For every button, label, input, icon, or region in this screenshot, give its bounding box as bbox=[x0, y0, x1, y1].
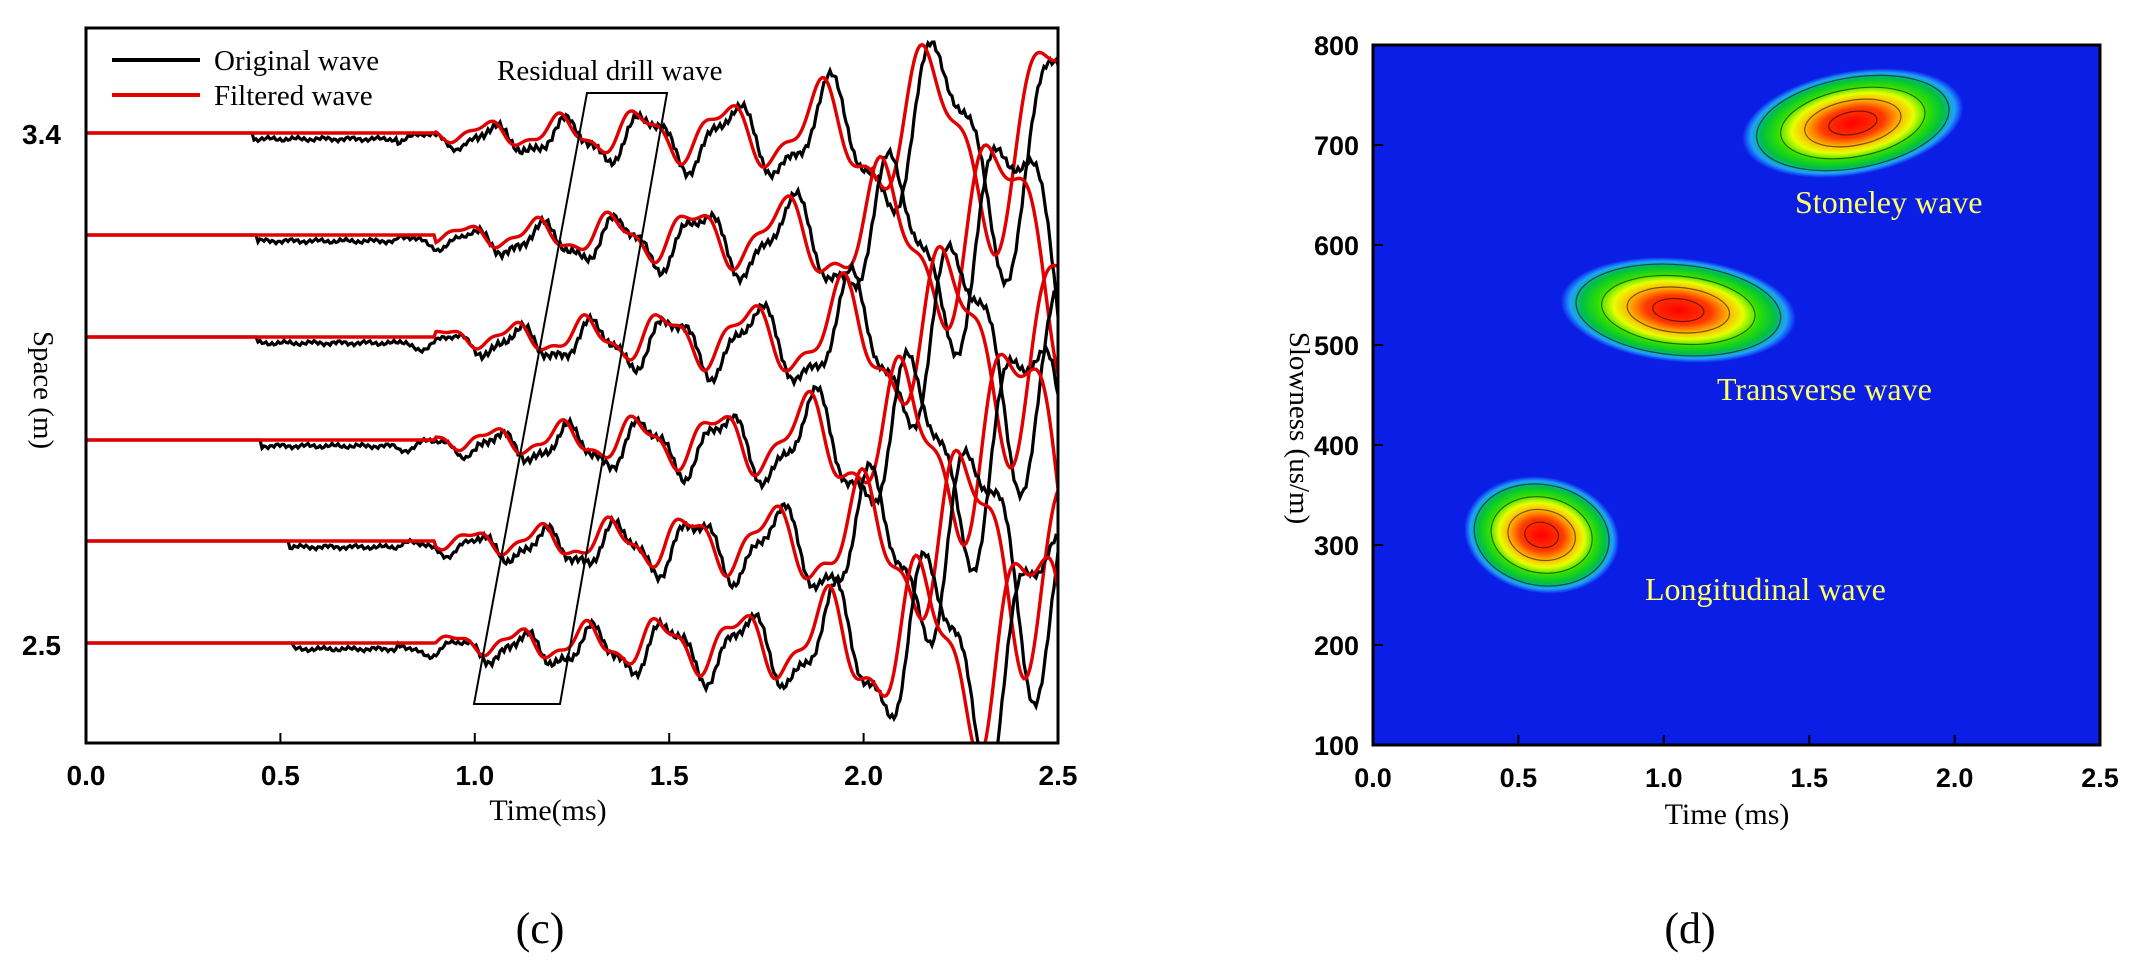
x-tick-label: 0.0 bbox=[67, 760, 106, 791]
y-tick-label: 500 bbox=[1314, 331, 1359, 361]
filtered-wave-trace bbox=[86, 143, 1058, 375]
contour-line bbox=[1507, 508, 1576, 562]
residual-drill-wave-box bbox=[472, 92, 669, 705]
legend-label-filtered: Filtered wave bbox=[214, 80, 373, 112]
x-tick-label: 1.5 bbox=[650, 760, 689, 791]
panel-d-slowness-time-map: Stoneley wave Transverse wave Longitudin… bbox=[1283, 31, 2119, 953]
x-tick-label: 1.0 bbox=[455, 760, 494, 791]
longitudinal-wave-label: Longitudinal wave bbox=[1645, 571, 1886, 607]
panel-c-x-axis: 0.0 0.5 1.0 1.5 2.0 2.5 bbox=[67, 733, 1078, 791]
contour-line bbox=[1828, 110, 1878, 136]
x-tick-label: 1.0 bbox=[1645, 763, 1683, 793]
contour-line bbox=[1575, 263, 1782, 357]
y-tick-label: 600 bbox=[1314, 231, 1359, 261]
legend-label-original: Original wave bbox=[214, 45, 379, 77]
filtered-wave-trace bbox=[86, 352, 1058, 548]
y-tick-label-bottom: 2.5 bbox=[22, 630, 61, 661]
panel-c-traces bbox=[86, 39, 1058, 743]
contour-line bbox=[1626, 286, 1731, 334]
x-tick-label: 0.0 bbox=[1354, 763, 1392, 793]
panel-d-plot-background bbox=[1373, 45, 2100, 745]
x-tick-label: 2.5 bbox=[1039, 760, 1078, 791]
y-tick-label: 100 bbox=[1314, 731, 1359, 761]
y-tick-label: 300 bbox=[1314, 531, 1359, 561]
y-tick-label: 800 bbox=[1314, 31, 1359, 61]
contour-line bbox=[1780, 86, 1926, 160]
panel-c-x-axis-label: Time(ms) bbox=[489, 794, 606, 827]
contour-line bbox=[1755, 74, 1950, 172]
y-tick-label: 400 bbox=[1314, 431, 1359, 461]
energy-blob bbox=[1464, 476, 1620, 594]
panel-d-x-axis: 0.0 0.5 1.0 1.5 2.0 2.5 bbox=[1354, 735, 2119, 793]
x-tick-label: 0.5 bbox=[261, 760, 300, 791]
contour-line bbox=[1473, 483, 1610, 587]
filtered-wave-trace bbox=[86, 553, 1058, 743]
panel-d-frame bbox=[1371, 43, 2102, 747]
panel-c-legend: Original wave Filtered wave bbox=[112, 45, 379, 112]
transverse-wave-label: Transverse wave bbox=[1717, 371, 1932, 407]
contour-line bbox=[1601, 274, 1756, 346]
x-tick-label: 2.5 bbox=[2081, 763, 2119, 793]
x-tick-label: 0.5 bbox=[1500, 763, 1538, 793]
x-tick-label: 2.0 bbox=[1936, 763, 1974, 793]
y-tick-label: 200 bbox=[1314, 631, 1359, 661]
panel-d-y-axis: 100 200 300 400 500 600 700 800 bbox=[1314, 31, 1383, 761]
y-tick-label: 700 bbox=[1314, 131, 1359, 161]
stoneley-wave-label: Stoneley wave bbox=[1795, 184, 1983, 220]
contour-line bbox=[1652, 297, 1705, 323]
panel-d-caption: (d) bbox=[1664, 904, 1715, 953]
contour-line bbox=[1490, 496, 1593, 574]
panel-d-energy-blobs bbox=[1464, 68, 1964, 594]
panel-d-y-axis-label: Slowness (us/m) bbox=[1283, 332, 1315, 525]
panel-c-caption: (c) bbox=[516, 904, 565, 953]
residual-drill-wave-label: Residual drill wave bbox=[497, 55, 723, 87]
contour-line bbox=[1804, 98, 1902, 148]
panel-c-waveform-chart: Original wave Filtered wave Residual dri… bbox=[22, 26, 1078, 953]
energy-blob bbox=[1742, 68, 1964, 178]
y-tick-label-top: 3.4 bbox=[22, 119, 61, 150]
panel-c-frame bbox=[84, 26, 1060, 745]
contour-line bbox=[1524, 521, 1560, 549]
x-tick-label: 2.0 bbox=[844, 760, 883, 791]
panel-d-x-axis-label: Time (ms) bbox=[1665, 798, 1790, 831]
filtered-wave-trace bbox=[86, 448, 1058, 681]
panel-c-y-axis-label: Space (m) bbox=[27, 331, 59, 449]
x-tick-label: 1.5 bbox=[1790, 763, 1828, 793]
